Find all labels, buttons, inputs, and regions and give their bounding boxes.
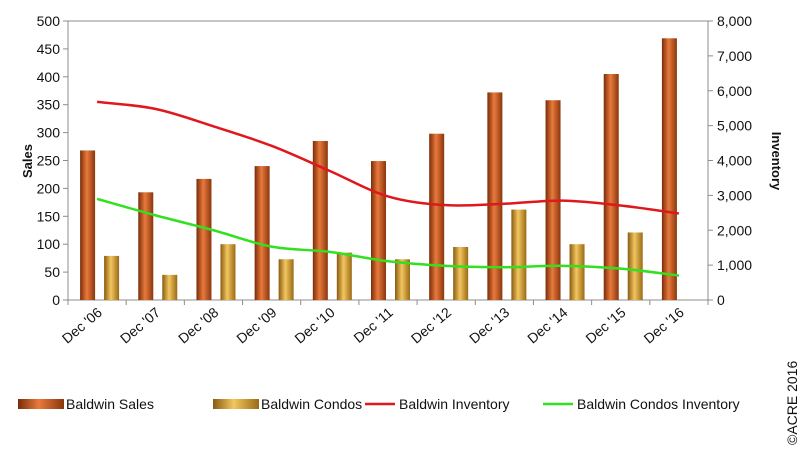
y2-tick-label: 5,000: [717, 118, 752, 134]
x-tick-label: Dec '14: [524, 304, 570, 347]
baldwin-sales-bar: [661, 38, 677, 300]
y2-tick-label: 0: [717, 292, 725, 308]
x-tick-label: Dec '10: [291, 304, 337, 347]
y-axis-title: Sales: [20, 144, 35, 178]
baldwin-sales-bar: [487, 92, 503, 300]
baldwin-condos-bar: [453, 246, 469, 300]
y-tick-label: 50: [44, 264, 60, 280]
x-tick-label: Dec '07: [117, 304, 163, 347]
baldwin-sales-bar: [312, 140, 328, 300]
baldwin-sales-bar: [429, 133, 445, 300]
legend: Baldwin Sales Baldwin Condos Baldwin Inven…: [18, 396, 740, 412]
plot-area: [67, 20, 709, 301]
baldwin-sales-legend-label: Baldwin Sales: [66, 396, 154, 412]
baldwin-condos-bar: [511, 209, 527, 300]
right-axis-ticks: 0 1,000 2,000 3,000 4,000 5,000 6,000 7,000 8,00…: [708, 13, 752, 308]
baldwin-condos-bar: [395, 259, 410, 300]
y-tick-label: 200: [37, 180, 61, 196]
x-tick-label: Dec '12: [408, 304, 454, 347]
x-axis-ticks: Dec '06 Dec '07 Dec '08 Dec '09 Dec '10 Dec '…: [59, 300, 709, 347]
x-tick-label: Dec '15: [582, 304, 628, 347]
baldwin-sales-bar: [80, 150, 96, 300]
baldwin-condos-bar: [162, 274, 178, 300]
y-tick-label: 400: [37, 69, 61, 85]
baldwin-sales-bar: [254, 166, 270, 300]
baldwin-inventory-legend-label: Baldwin Inventory: [399, 396, 510, 412]
baldwin-condos-bar: [336, 252, 352, 300]
y-tick-label: 500: [37, 13, 61, 29]
baldwin-condos-bar: [569, 244, 585, 300]
baldwin-inventory-line: [96, 100, 680, 215]
x-tick-label: Dec '06: [59, 304, 105, 347]
copyright-text: ©ACRE 2016: [784, 361, 800, 445]
y-tick-label: 350: [37, 97, 61, 113]
y-tick-label: 250: [37, 153, 61, 169]
y-tick-label: 450: [37, 41, 61, 57]
baldwin-condos-bar: [104, 255, 120, 300]
baldwin-condos-bar: [278, 259, 294, 300]
left-axis-ticks: 0 50 100 150 200 250 300 350 400 450 500: [37, 13, 68, 308]
y2-tick-label: 2,000: [717, 222, 752, 238]
y2-tick-label: 6,000: [717, 83, 752, 99]
baldwin-sales-bar: [138, 192, 154, 300]
x-tick-label: Dec '11: [350, 304, 396, 346]
baldwin-condos-inventory-legend-label: Baldwin Condos Inventory: [577, 396, 740, 412]
y-tick-label: 150: [37, 208, 61, 224]
baldwin-condos-bar: [220, 244, 236, 300]
baldwin-condos-inventory-line: [96, 197, 680, 277]
baldwin-sales-bar: [196, 178, 212, 300]
y2-tick-label: 1,000: [717, 257, 752, 273]
x-tick-label: Dec '13: [466, 304, 512, 347]
y2-tick-label: 7,000: [717, 48, 752, 64]
y2-tick-label: 4,000: [717, 153, 752, 169]
y2-axis-title: Inventory: [769, 132, 784, 191]
baldwin-condos-legend-swatch: [213, 399, 259, 409]
y2-tick-label: 3,000: [717, 187, 752, 203]
baldwin-condos-legend-label: Baldwin Condos: [261, 396, 362, 412]
y-tick-label: 300: [37, 125, 61, 141]
baldwin-sales-bar: [371, 161, 386, 300]
x-tick-label: Dec '09: [233, 304, 279, 347]
baldwin-condos-bar: [627, 232, 643, 300]
x-tick-label: Dec '16: [641, 304, 687, 347]
y-tick-label: 0: [52, 292, 60, 308]
baldwin-sales-legend-swatch: [18, 399, 64, 409]
baldwin-sales-bar: [603, 74, 619, 300]
x-tick-label: Dec '08: [175, 304, 221, 347]
y-tick-label: 100: [37, 236, 61, 252]
y2-tick-label: 8,000: [717, 13, 752, 29]
